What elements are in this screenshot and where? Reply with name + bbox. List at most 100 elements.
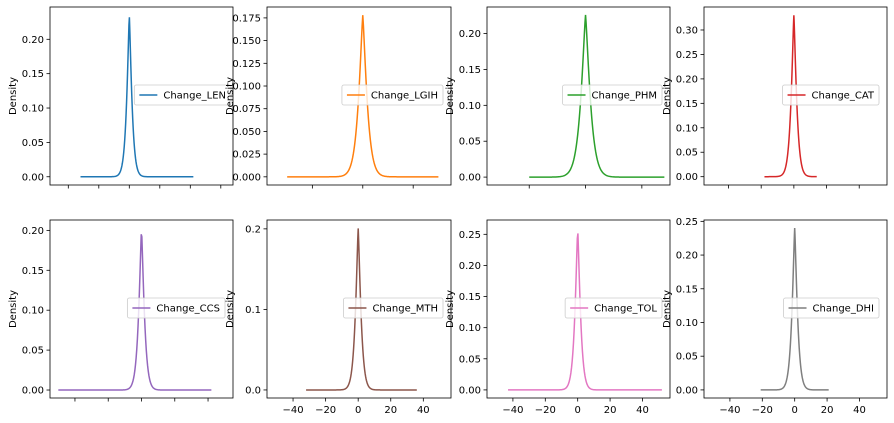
- y-tick-label: 0.00: [459, 173, 481, 184]
- legend-box: [341, 84, 444, 106]
- legend-entry: Change_MTH: [372, 304, 438, 315]
- legend-entry: Change_PHM: [592, 91, 657, 102]
- axes-frame: [703, 6, 888, 186]
- y-tick-label: 0.00: [22, 172, 44, 183]
- legend-entry: Change_LEN: [163, 91, 226, 102]
- axes-frame: [266, 6, 452, 186]
- legend-box: [343, 297, 444, 319]
- subplot-3: 0.00 0.05 0.10 0.15 0.20 Density Change_PHM: [445, 6, 671, 189]
- axes-frame: [49, 6, 234, 186]
- subplot-2: 0.000 0.025 0.050 0.075 0.100 0.125 0.150 0.175…: [225, 6, 452, 189]
- x-tick-label: 40: [417, 405, 430, 416]
- series-line-Change_TOL: [508, 233, 662, 391]
- y-tick-label: 0.05: [22, 138, 44, 149]
- y-tick-label: 0.15: [459, 65, 481, 76]
- y-tick-label: 0.20: [459, 29, 481, 40]
- y-tick-label: 0.15: [676, 99, 698, 110]
- x-tick-label: 20: [821, 405, 834, 416]
- y-tick-label: 0.100: [232, 82, 261, 93]
- series-line-Change_DHI: [760, 228, 829, 391]
- y-axis-label: Density: [225, 77, 236, 115]
- subplot-8: 0.00 0.05 0.10 0.15 0.20 0.25 −40 −20 0 20 40 Densi…: [662, 217, 888, 416]
- x-tick-label: −20: [752, 405, 773, 416]
- x-tick-label: 0: [792, 405, 798, 416]
- y-tick-label: 0.050: [232, 127, 261, 138]
- series-line-Change_MTH: [306, 228, 417, 391]
- y-tick-label: 0.150: [232, 36, 261, 47]
- subplot-7: 0.00 0.05 0.10 0.15 0.20 0.25 −40 −20 0 20 40 Densi…: [445, 219, 671, 416]
- y-tick-label: 0.15: [459, 292, 481, 303]
- y-tick-label: 0.10: [22, 104, 44, 115]
- y-axis-label: Density: [662, 290, 673, 328]
- y-tick-label: 0.30: [676, 25, 698, 36]
- legend-entry: Change_DHI: [813, 304, 874, 315]
- y-axis-label: Density: [662, 77, 673, 115]
- subplot-6: 0.0 0.1 0.2 −40 −20 0 20 40 Density Change_MTH: [225, 219, 452, 416]
- y-tick-label: 0.1: [245, 305, 261, 316]
- y-tick-label: 0.20: [22, 226, 44, 237]
- legend-box: [783, 297, 880, 319]
- legend-box: [562, 84, 663, 106]
- y-tick-label: 0.15: [676, 284, 698, 295]
- y-axis-label: Density: [445, 290, 456, 328]
- y-tick-label: 0.2: [245, 224, 261, 235]
- axes-frame: [486, 219, 671, 399]
- x-tick-label: −40: [719, 405, 740, 416]
- x-tick-label: 0: [355, 405, 361, 416]
- y-tick-label: 0.20: [459, 261, 481, 272]
- y-tick-label: 0.000: [232, 172, 261, 183]
- y-tick-label: 0.15: [22, 69, 44, 80]
- y-tick-label: 0.10: [676, 318, 698, 329]
- axes-frame: [703, 219, 888, 399]
- legend-entry: Change_CCS: [156, 304, 220, 315]
- x-tick-label: 40: [853, 405, 866, 416]
- y-tick-label: 0.075: [232, 104, 261, 115]
- series-line-Change_LEN: [80, 17, 194, 178]
- legend-entry: Change_TOL: [594, 304, 657, 315]
- axes-frame: [486, 6, 671, 186]
- y-tick-label: 0.175: [232, 13, 261, 24]
- y-tick-label: 0.10: [22, 306, 44, 317]
- y-tick-label: 0.00: [459, 385, 481, 396]
- x-tick-label: 40: [636, 405, 649, 416]
- y-tick-label: 0.10: [459, 101, 481, 112]
- x-tick-label: −20: [315, 405, 336, 416]
- y-tick-label: 0.00: [676, 385, 698, 396]
- y-axis-label: Density: [445, 77, 456, 115]
- legend-box: [126, 297, 226, 319]
- y-tick-label: 0.05: [676, 148, 698, 159]
- y-tick-label: 0.20: [22, 35, 44, 46]
- x-tick-label: 20: [384, 405, 397, 416]
- y-tick-label: 0.05: [676, 352, 698, 363]
- y-tick-label: 0.00: [22, 386, 44, 397]
- y-axis-label: Density: [8, 77, 19, 115]
- y-tick-label: 0.10: [676, 123, 698, 134]
- axes-frame: [266, 219, 452, 399]
- series-line-Change_PHM: [529, 14, 665, 178]
- y-tick-label: 0.05: [459, 137, 481, 148]
- x-tick-label: −20: [535, 405, 556, 416]
- y-tick-label: 0.15: [22, 266, 44, 277]
- x-tick-label: 20: [604, 405, 617, 416]
- y-tick-label: 0.10: [459, 323, 481, 334]
- y-tick-label: 0.05: [22, 346, 44, 357]
- legend-box: [564, 297, 663, 319]
- y-tick-label: 0.05: [459, 354, 481, 365]
- y-tick-label: 0.20: [676, 251, 698, 262]
- x-tick-label: −40: [282, 405, 303, 416]
- series-line-Change_LGIH: [287, 15, 439, 178]
- y-tick-label: 0.125: [232, 59, 261, 70]
- y-axis-label: Density: [225, 290, 236, 328]
- series-line-Change_CCS: [58, 234, 212, 391]
- y-tick-label: 0.25: [676, 217, 698, 228]
- legend-box: [133, 84, 232, 106]
- series-line-Change_CAT: [764, 15, 817, 178]
- x-tick-label: 0: [575, 405, 581, 416]
- y-tick-label: 0.25: [459, 230, 481, 241]
- legend-entry: Change_CAT: [812, 91, 875, 102]
- subplot-5: 0.00 0.05 0.10 0.15 0.20 Density Change_CCS: [8, 219, 234, 402]
- legend-box: [782, 84, 880, 106]
- y-tick-label: 0.025: [232, 150, 261, 161]
